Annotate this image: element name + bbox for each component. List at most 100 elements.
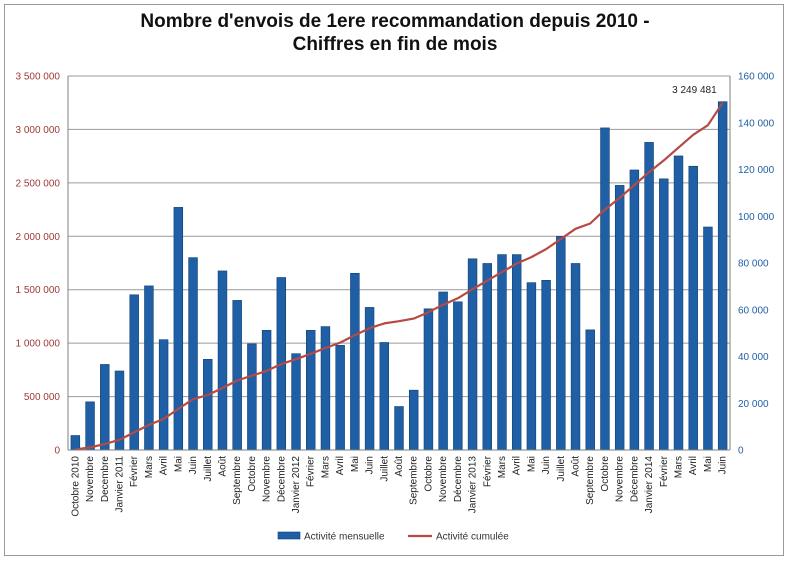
bar [306,330,316,451]
x-axis-tick-label: Février [129,455,140,487]
x-axis-tick-label: Avril [159,456,170,475]
bar [526,282,537,451]
x-axis-tick-label: Décembre [629,456,640,503]
line-series [75,102,724,451]
x-axis-tick-label: Juillet [556,456,567,482]
x-axis-tick-label: Novembre [615,456,626,503]
bar [247,343,257,451]
left-axis-tick-label: 1 500 000 [16,285,61,296]
right-axis-tick-label: 120 000 [738,165,775,176]
bar [629,169,640,451]
bar [497,254,507,451]
bar [614,185,625,451]
x-axis-tick-label: Mars [320,456,331,478]
bar [556,236,566,451]
x-axis-tick-label: Janvier 2014 [644,456,655,514]
bar [511,254,522,451]
last-value-annotation: 3 249 481 [672,85,717,96]
x-axis-tick-label: Octobre [600,456,611,492]
bar [394,406,404,451]
bar [703,226,713,451]
right-axis-tick-label: 80 000 [738,259,769,270]
right-axis-tick-label: 60 000 [738,305,769,316]
bar [335,344,345,451]
bar [379,342,390,451]
x-axis-tick-label: Novembre [85,456,96,503]
x-axis-tick-label: Août [394,456,405,477]
bar [232,300,242,451]
x-axis-tick-label: Décembre [453,456,464,503]
legend-label-line: Activité cumulée [436,532,509,543]
x-axis-tick-label: Juillet [379,456,390,482]
bar [541,279,551,451]
x-axis-tick-label: Mai [173,456,184,472]
bar [600,127,610,451]
bar [438,291,448,451]
left-axis-tick-label: 3 500 000 [16,72,61,83]
bar [717,101,728,451]
bar [217,270,228,451]
left-axis-tick-label: 1 000 000 [16,339,61,350]
x-axis-tick-label: Septembre [585,456,596,505]
x-axis-tick-label: Novembre [262,456,273,503]
bar-series [70,101,728,451]
x-axis-tick-label: Novembre [438,456,449,503]
bar [350,272,360,451]
right-axis-tick-label: 140 000 [738,118,775,129]
x-axis-tick-label: Avril [512,456,523,475]
x-axis-tick-label: Mai [703,456,714,472]
legend-label-bar: Activité mensuelle [304,532,385,543]
bar [408,389,419,451]
bar [203,359,213,451]
x-axis-tick-label: Février [306,455,317,487]
left-axis-tick-label: 0 [54,446,60,457]
chart-title-line2: Chiffres en fin de mois [292,34,498,55]
bar [129,294,139,451]
x-axis-tick-label: Juin [365,456,376,474]
x-axis-tick-label: Juillet [203,456,214,482]
left-axis-tick-label: 2 500 000 [16,178,61,189]
bar [423,308,434,451]
x-axis-tick-label: Mai [350,456,361,472]
bar [70,435,81,451]
x-axis-tick-label: Octobre 2010 [70,456,81,517]
x-axis-tick-label: Février [659,455,670,487]
bar [453,301,463,451]
left-axis-tick-label: 500 000 [24,392,61,403]
bar [585,329,595,451]
right-axis-tick-label: 20 000 [738,399,769,410]
bar [673,155,684,451]
x-axis-tick-label: Octobre [423,456,434,492]
x-axis-labels: Octobre 2010 Novembre Decembre Janvier 2011… [70,455,728,516]
chart-title: Nombre d'envois de 1ere recommandation d… [0,10,790,56]
bar [188,257,198,451]
x-axis-tick-label: Juin [188,456,199,474]
x-axis-tick-label: Février [482,455,493,487]
chart-frame [4,4,784,556]
x-axis-tick-label: Juin [541,456,552,474]
axes: 0 500 000 1 000 000 1 500 000 2 000 000 2 500… [16,72,775,457]
right-axis-tick-label: 40 000 [738,352,769,363]
x-axis-tick-label: Janvier 2013 [468,456,479,514]
legend: Activité mensuelle Activité cumulée [277,532,509,543]
bar [100,364,110,451]
bar [659,178,669,451]
right-axis-tick-label: 100 000 [738,212,775,223]
x-axis-tick-label: Août [571,456,582,477]
x-axis-tick-label: Janvier 2012 [291,456,302,514]
bar [570,263,581,451]
x-axis-tick-label: Août [217,456,228,477]
bar [158,339,169,451]
x-axis-tick-label: Decembre [100,456,111,503]
x-axis-tick-label: Mai [526,456,537,472]
x-axis-tick-label: Septembre [232,456,243,505]
x-axis-tick-label: Mars [144,456,155,478]
bar [291,353,301,451]
bar [320,326,331,451]
right-axis-tick-label: 0 [738,446,744,457]
annotations: 3 249 481 [672,85,717,96]
bar [688,165,698,451]
bar [85,401,95,451]
right-axis-tick-label: 160 000 [738,72,775,83]
